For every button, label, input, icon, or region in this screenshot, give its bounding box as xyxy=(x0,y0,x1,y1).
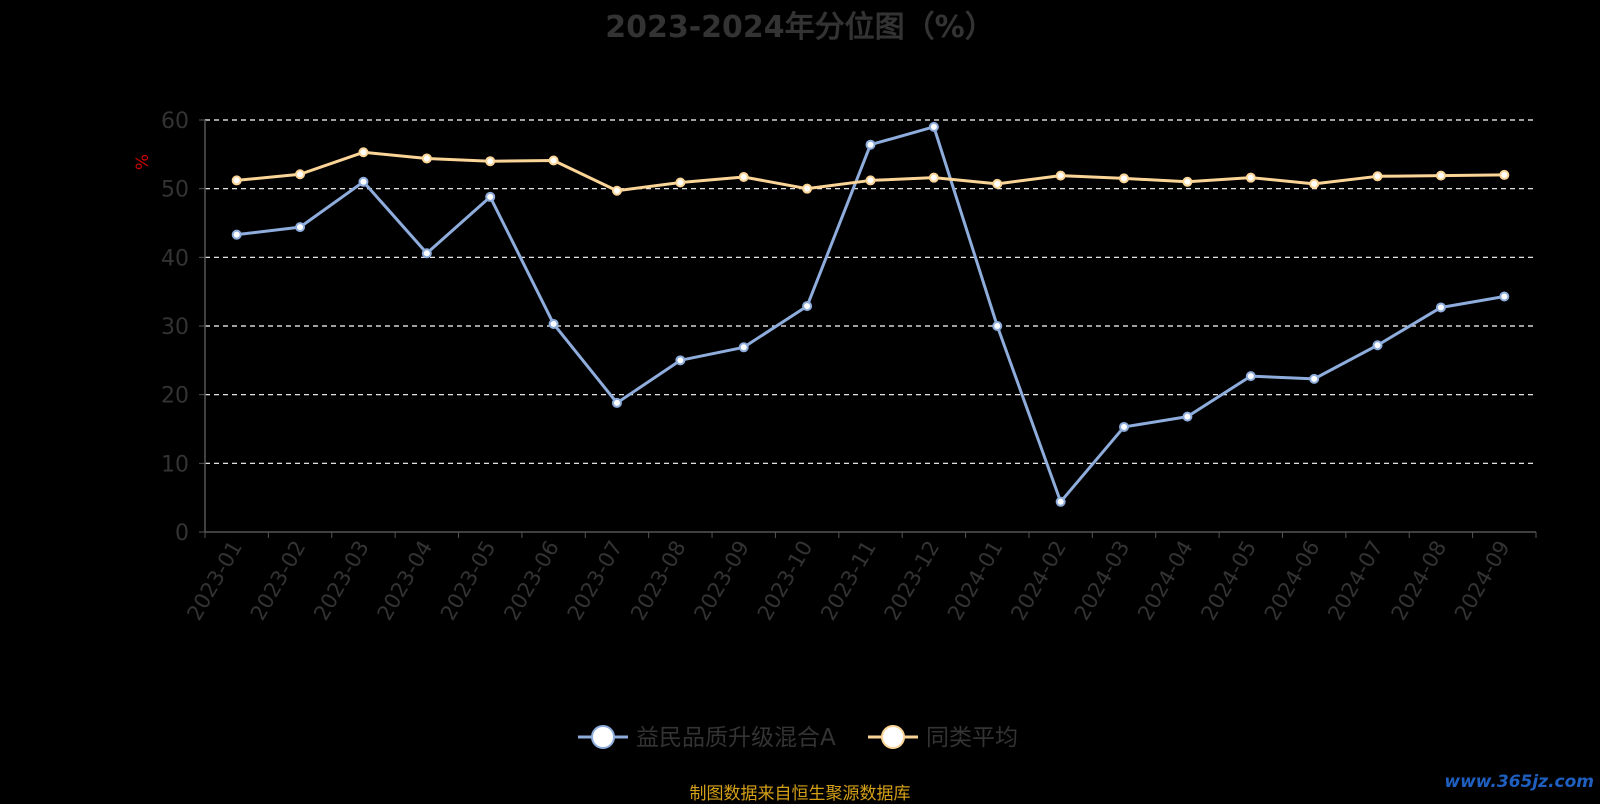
series-2-point xyxy=(1182,176,1193,187)
series-1-point xyxy=(485,191,496,202)
x-tick-label: 2023-09 xyxy=(689,537,754,625)
y-tick-label: 30 xyxy=(161,315,189,340)
series-2-point xyxy=(1245,172,1256,183)
y-tick-label: 10 xyxy=(161,452,189,477)
x-tick-label: 2024-04 xyxy=(1133,537,1198,625)
x-tick-label: 2023-04 xyxy=(373,537,438,625)
series-2-point xyxy=(1372,171,1383,182)
series-2-point xyxy=(1499,169,1510,180)
series-1-point xyxy=(928,121,939,132)
legend-marker-1 xyxy=(591,725,615,749)
series-1-point xyxy=(738,342,749,353)
series-2-point xyxy=(1435,170,1446,181)
x-tick-label: 2023-08 xyxy=(626,537,691,625)
series-1-point xyxy=(1499,291,1510,302)
y-axis-label: % xyxy=(133,154,153,170)
y-tick-label: 50 xyxy=(161,178,189,203)
x-tick-label: 2024-05 xyxy=(1196,537,1261,625)
series-1-point xyxy=(802,301,813,312)
series-2-point xyxy=(675,177,686,188)
series-1-point xyxy=(1245,371,1256,382)
series-1-point xyxy=(992,321,1003,331)
series-1-point xyxy=(611,397,622,408)
x-tick-label: 2024-09 xyxy=(1450,537,1515,625)
series-1-point xyxy=(1182,411,1193,422)
watermark: www.365jz.com xyxy=(1444,772,1594,792)
series-2-point xyxy=(421,153,432,164)
series-2-point xyxy=(738,171,749,182)
y-tick-label: 60 xyxy=(161,109,189,134)
x-tick-label: 2023-07 xyxy=(563,537,628,625)
x-tick-label: 2023-12 xyxy=(880,537,945,625)
series-1-point xyxy=(548,318,559,329)
y-tick-label: 20 xyxy=(161,384,189,409)
series-2-point xyxy=(548,155,559,166)
series-1-point xyxy=(865,139,876,150)
x-tick-label: 2023-03 xyxy=(309,537,374,625)
series-2-point xyxy=(928,172,939,183)
series-1-point xyxy=(295,222,306,233)
data-source-note: 制图数据来自恒生聚源数据库 xyxy=(689,784,911,804)
x-tick-label: 2024-03 xyxy=(1070,537,1135,625)
x-tick-label: 2024-08 xyxy=(1387,537,1452,625)
x-tick-label: 2024-01 xyxy=(943,537,1008,625)
series-1-point xyxy=(1055,496,1066,507)
series-2-point xyxy=(1055,170,1066,181)
series-1-point xyxy=(1309,373,1320,384)
series-2-point xyxy=(485,156,496,167)
x-tick-label: 2023-05 xyxy=(436,537,501,625)
series-1-point xyxy=(231,229,242,240)
y-tick-label: 0 xyxy=(175,521,189,546)
series-2-point xyxy=(802,183,813,194)
series-2-point xyxy=(992,178,1003,189)
x-tick-label: 2023-02 xyxy=(246,537,311,625)
x-tick-label: 2023-06 xyxy=(499,537,564,625)
series-2-point xyxy=(611,185,622,196)
y-tick-label: 40 xyxy=(161,246,189,271)
x-tick-label: 2023-01 xyxy=(182,537,247,625)
x-tick-label: 2024-06 xyxy=(1260,537,1325,625)
series-2-point xyxy=(1119,173,1130,184)
series-2-point xyxy=(358,147,369,158)
x-tick-label: 2023-10 xyxy=(753,537,818,625)
series-1-point xyxy=(421,248,432,259)
series-1-point xyxy=(1372,340,1383,351)
series-2-point xyxy=(1309,178,1320,189)
chart-title: 2023-2024年分位图（%） xyxy=(605,10,995,45)
series-2-point xyxy=(231,175,242,186)
series-2-point xyxy=(865,175,876,186)
legend-marker-2 xyxy=(881,725,905,749)
series-2-point xyxy=(295,169,306,180)
series-1-point xyxy=(358,176,369,187)
x-tick-label: 2023-11 xyxy=(816,537,881,625)
series-1-point xyxy=(1119,421,1130,432)
legend-label-2: 同类平均 xyxy=(926,725,1018,751)
series-1-point xyxy=(1435,302,1446,313)
series-1-point xyxy=(675,355,686,366)
x-tick-label: 2024-07 xyxy=(1323,537,1388,625)
x-tick-label: 2024-02 xyxy=(1006,537,1071,625)
legend-label-1: 益民品质升级混合A xyxy=(636,725,836,751)
